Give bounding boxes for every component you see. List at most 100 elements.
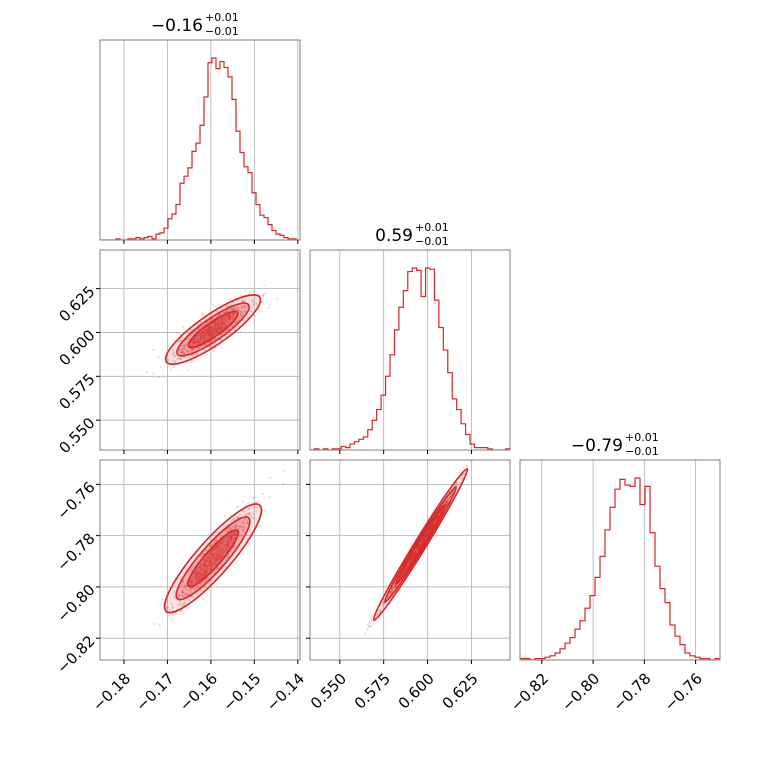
scatter-point xyxy=(211,334,214,337)
scatter-point xyxy=(220,325,223,328)
scatter-point xyxy=(204,333,207,336)
scatter-point xyxy=(203,575,206,578)
scatter-point xyxy=(258,309,261,312)
scatter-point xyxy=(210,580,213,583)
scatter-point xyxy=(220,346,223,349)
scatter-point xyxy=(221,323,225,326)
scatter-point xyxy=(195,568,198,571)
scatter-point xyxy=(424,536,427,539)
scatter-point xyxy=(236,520,239,523)
scatter-point xyxy=(410,555,414,558)
scatter-point xyxy=(221,307,224,310)
scatter-point xyxy=(214,323,217,326)
scatter-point xyxy=(402,569,406,572)
scatter-point xyxy=(430,527,433,530)
scatter-point xyxy=(237,524,240,528)
scatter-point xyxy=(228,513,231,516)
scatter-point xyxy=(234,530,237,533)
scatter-point xyxy=(415,551,418,555)
y-tick-label: −0.80 xyxy=(53,581,98,626)
scatter-point xyxy=(208,332,211,336)
scatter-point xyxy=(199,572,202,575)
x-ticks-col-3: −0.82 −0.80 −0.78 −0.76 xyxy=(507,660,706,715)
scatter-point xyxy=(418,546,422,549)
scatter-point xyxy=(183,355,187,359)
scatter-point xyxy=(211,333,215,337)
scatter-point xyxy=(224,319,227,322)
scatter-point xyxy=(453,484,457,487)
scatter-point xyxy=(204,336,207,339)
scatter-point xyxy=(214,562,217,565)
scatter-point xyxy=(186,350,189,353)
scatter-point xyxy=(222,541,225,544)
scatter-point xyxy=(227,317,231,320)
scatter-point xyxy=(248,292,251,295)
scatter-point xyxy=(202,565,205,569)
scatter-point xyxy=(216,560,219,563)
scatter-point xyxy=(183,352,186,356)
scatter-point xyxy=(167,358,170,361)
scatter-point xyxy=(187,589,190,592)
scatter-point xyxy=(190,581,194,585)
x-ticks-col-1: −0.18−0.17−0.16−0.15−0.14 xyxy=(89,660,308,715)
scatter-point xyxy=(220,541,223,544)
scatter-point xyxy=(368,621,371,625)
scatter-point xyxy=(213,332,216,335)
scatter-point xyxy=(219,325,222,329)
scatter-point xyxy=(222,323,225,326)
scatter-point xyxy=(430,526,433,529)
scatter-point xyxy=(219,319,222,323)
scatter-point xyxy=(417,544,420,547)
scatter-point xyxy=(194,569,197,572)
scatter-point xyxy=(209,560,212,563)
scatter-point xyxy=(193,340,197,343)
scatter-point xyxy=(424,534,428,537)
scatter-point xyxy=(223,321,226,324)
scatter-point xyxy=(214,328,218,331)
scatter-point xyxy=(215,327,218,330)
scatter-point xyxy=(238,525,241,529)
scatter-point xyxy=(217,544,220,547)
scatter-point xyxy=(426,530,429,533)
scatter-point xyxy=(216,328,219,332)
scatter-point xyxy=(220,325,223,328)
scatter-point xyxy=(421,538,424,541)
scatter-point xyxy=(223,543,226,546)
scatter-point xyxy=(217,319,221,323)
scatter-point xyxy=(181,326,185,329)
scatter-point xyxy=(421,541,424,544)
scatter-point xyxy=(434,518,437,522)
scatter-point xyxy=(231,313,234,316)
scatter-point xyxy=(424,535,427,538)
scatter-point xyxy=(219,555,222,558)
scatter-point xyxy=(430,524,433,527)
scatter-point xyxy=(426,531,430,535)
scatter-point xyxy=(181,584,184,587)
scatter-point xyxy=(233,532,236,535)
scatter-point xyxy=(193,340,196,344)
scatter-point xyxy=(450,493,453,496)
scatter-point xyxy=(212,555,215,558)
scatter-point xyxy=(225,544,228,547)
scatter-point xyxy=(413,553,417,556)
scatter-point xyxy=(243,304,246,308)
scatter-point xyxy=(235,299,239,303)
scatter-point xyxy=(446,498,450,501)
scatter-point xyxy=(230,536,233,539)
scatter-point xyxy=(208,567,211,571)
scatter-point xyxy=(208,334,211,337)
scatter-point xyxy=(415,551,418,554)
scatter-point xyxy=(217,322,220,325)
scatter-point xyxy=(180,590,183,593)
scatter-point xyxy=(418,544,421,547)
scatter-point xyxy=(196,578,200,581)
scatter-point xyxy=(202,564,206,567)
scatter-point xyxy=(417,546,420,549)
scatter-point xyxy=(231,531,235,534)
scatter-point xyxy=(189,350,192,353)
scatter-point xyxy=(220,328,223,331)
scatter-point xyxy=(196,575,199,578)
scatter-point xyxy=(447,497,450,500)
scatter-point xyxy=(239,310,242,313)
scatter-point xyxy=(438,511,442,514)
